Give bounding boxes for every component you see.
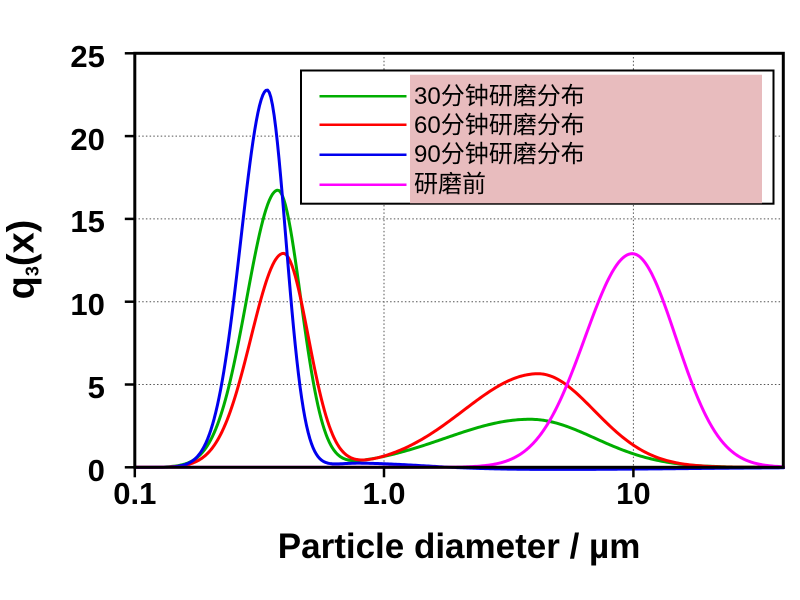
svg-text:30分钟研磨分布: 30分钟研磨分布 xyxy=(414,83,585,110)
svg-text:研磨前: 研磨前 xyxy=(414,171,486,198)
svg-text:90分钟研磨分布: 90分钟研磨分布 xyxy=(414,141,585,168)
svg-text:60分钟研磨分布: 60分钟研磨分布 xyxy=(414,112,585,139)
